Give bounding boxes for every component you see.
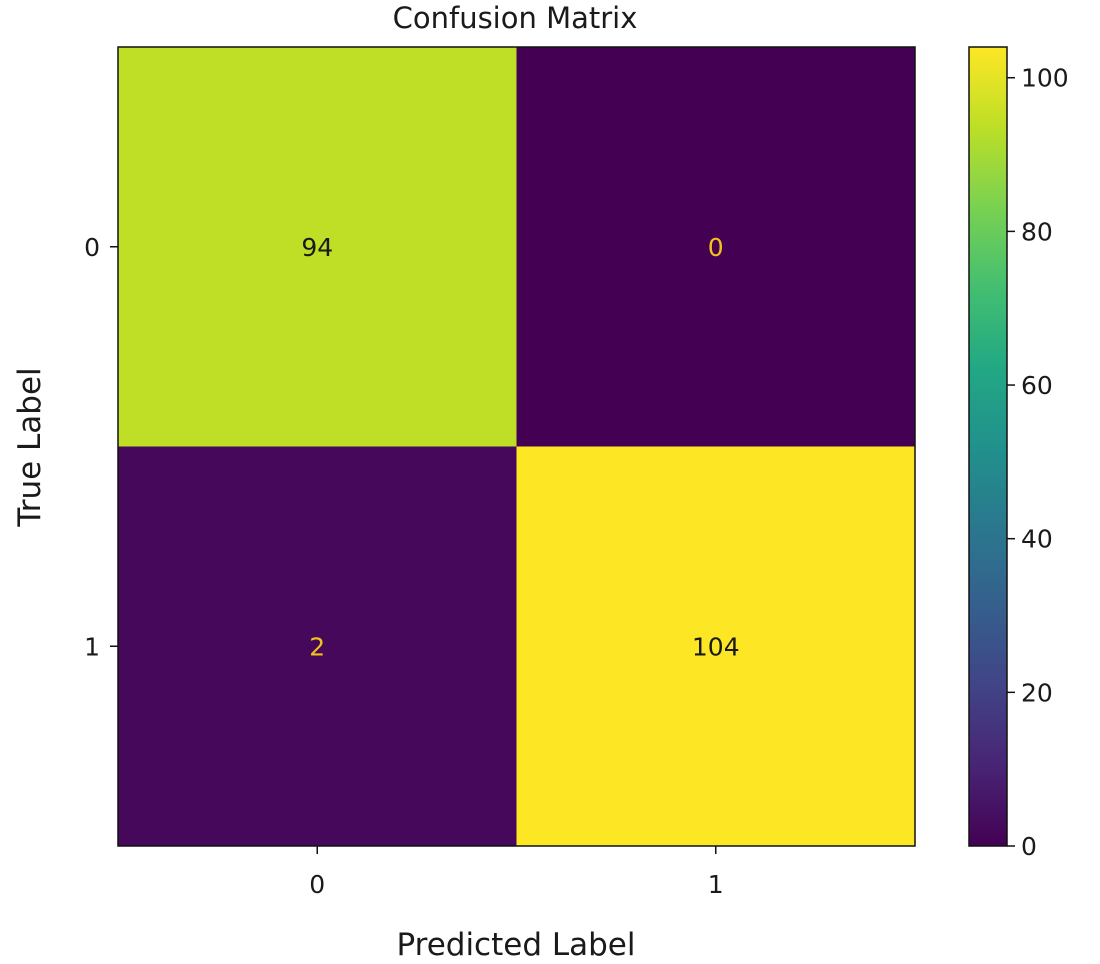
- heatmap-cell: [118, 446, 517, 846]
- cell-value-label: 94: [301, 233, 333, 262]
- x-tick-label: 1: [708, 870, 724, 899]
- x-tick-label: 0: [309, 870, 325, 899]
- colorbar-tick-label: 20: [1021, 678, 1053, 707]
- cell-value-label: 0: [708, 233, 724, 262]
- plot-frame: [117, 46, 916, 847]
- colorbar-tick-label: 80: [1021, 217, 1053, 246]
- y-axis-ticks: 01: [84, 233, 118, 661]
- colorbar-ticks: 0 20 40 60 80 100: [1007, 64, 1069, 861]
- heatmap-cell: [118, 47, 517, 447]
- y-tick-label: 1: [84, 632, 100, 661]
- cell-value-label: 104: [692, 632, 740, 661]
- chart-title: Confusion Matrix: [393, 1, 638, 35]
- y-axis-label: True Label: [12, 367, 48, 527]
- heatmap-cell: [516, 47, 915, 447]
- colorbar-tick-label: 60: [1021, 371, 1053, 400]
- y-tick-label: 0: [84, 233, 100, 262]
- colorbar: [968, 46, 1008, 847]
- heatmap-cells: 94 0 2 104: [118, 47, 915, 846]
- cell-value-label: 2: [309, 632, 325, 661]
- x-axis-label: Predicted Label: [396, 927, 635, 963]
- colorbar-tick-label: 40: [1021, 525, 1053, 554]
- colorbar-tick-label: 0: [1021, 832, 1037, 861]
- heatmap-cell: [516, 446, 915, 846]
- colorbar-tick-label: 100: [1021, 64, 1069, 93]
